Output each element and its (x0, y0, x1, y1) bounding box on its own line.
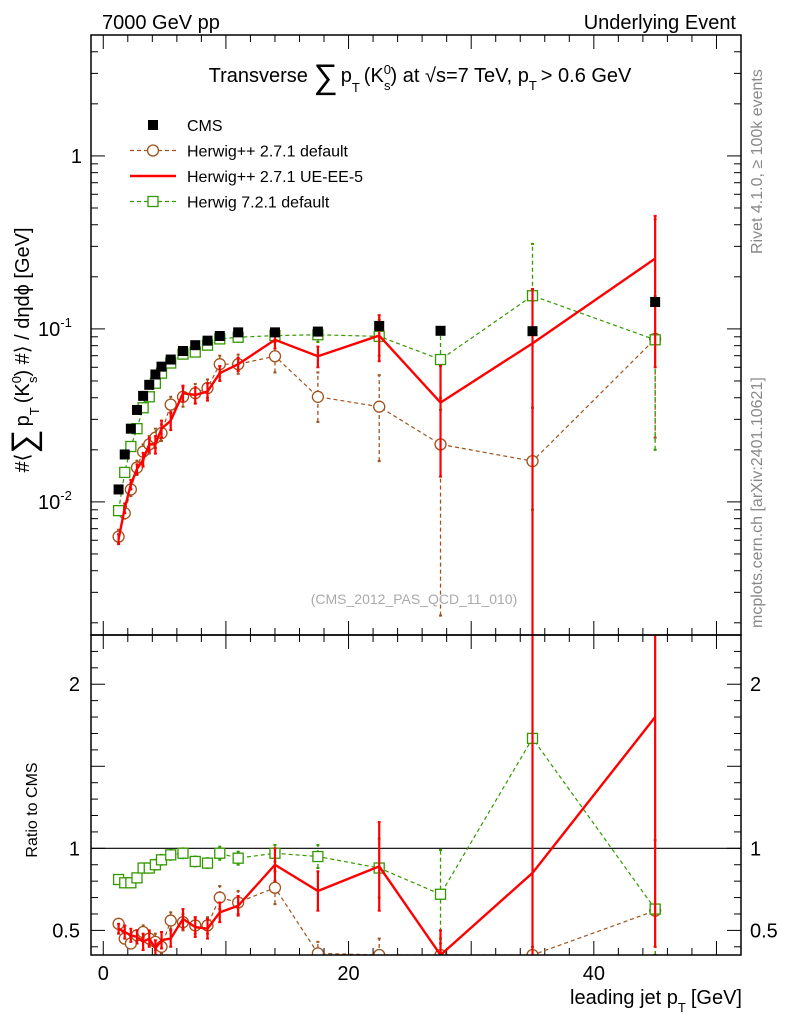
data-point (311, 947, 325, 955)
data-point (190, 340, 201, 351)
data-point (131, 872, 143, 884)
legend-item-herwig_default: Herwig++ 2.7.1 default (130, 144, 349, 161)
data-point (650, 297, 661, 308)
legend-marker (147, 195, 159, 208)
data-point (373, 400, 386, 413)
ratio-y-tick-label: 0.5 (52, 920, 80, 942)
data-point (119, 449, 130, 460)
data-point (155, 854, 168, 866)
data-point (138, 390, 149, 401)
ratio-y-tick-label-right: 2 (750, 674, 761, 696)
legend-item-cms: CMS (148, 118, 223, 135)
chart-title: Transverse ∑ pT(K0 s) at √s=7 TeV, pT > 0.6… (209, 58, 632, 96)
series-herwig_ueee5 (117, 214, 657, 635)
legend: CMS Herwig++ 2.7.1 default Herwig++ 2.7.1 … (130, 118, 363, 212)
series-line (117, 257, 656, 540)
data-point (312, 326, 323, 337)
header-left: 7000 GeV pp (102, 12, 220, 34)
data-point (144, 379, 155, 390)
ratio-y-label: Ratio to CMS (24, 762, 41, 857)
x-axis-label: leading jet pT [GeV] (570, 987, 742, 1015)
ratio-y-tick-label-right: 0.5 (750, 920, 778, 942)
data-point (213, 891, 226, 904)
series-line (118, 737, 656, 910)
main-ticks: 10-2 10-1 1 (38, 34, 741, 635)
series-herwig7 (112, 635, 661, 955)
analysis-watermark: (CMS_2012_PAS_QCD_11_010) (311, 591, 518, 607)
series-line (118, 295, 656, 511)
data-point (150, 369, 161, 380)
legend-marker (148, 120, 158, 130)
x-tick-label: 20 (337, 963, 359, 985)
y-axis-label: #⟨∑pT(K0s) #⟩ / dηdϕ [GeV] (5, 227, 43, 472)
legend-label: Herwig++ 2.7.1 default (187, 144, 349, 161)
data-point (434, 888, 447, 900)
ratio-y-tick-label: 2 (69, 674, 80, 696)
data-point (434, 353, 447, 366)
data-point (201, 857, 214, 869)
ratio-y-tick-label-right: 1 (750, 838, 761, 860)
legend-item-herwig7: Herwig 7.2.1 default (130, 195, 330, 212)
ratio-series (112, 635, 662, 955)
data-point (164, 914, 177, 927)
data-point (177, 346, 188, 357)
data-point (435, 325, 446, 336)
data-point (268, 350, 282, 363)
data-point (112, 504, 125, 517)
data-point (156, 361, 167, 372)
data-point (131, 404, 142, 415)
data-point (113, 484, 124, 495)
data-point (177, 847, 189, 859)
legend-item-herwig_ueee5: Herwig++ 2.7.1 UE-EE-5 (130, 169, 363, 186)
data-point (312, 850, 324, 863)
ratio-frame (90, 634, 742, 956)
series-cms (113, 297, 661, 495)
data-point (164, 398, 177, 411)
main-panel: 10-2 10-1 1 (CMS_2012_PAS_QCD_11_010) CMS H… (38, 34, 742, 636)
data-point (125, 423, 136, 434)
legend-label: Herwig 7.2.1 default (187, 195, 330, 212)
y-tick-label: 1 (71, 146, 82, 168)
series-herwig_ueee5 (117, 635, 657, 955)
legend-label: CMS (187, 118, 223, 135)
series-herwig_default (112, 218, 662, 635)
ratio-y-tick-label: 1 (69, 838, 80, 860)
x-tick-label: 0 (98, 963, 109, 985)
data-point (119, 466, 131, 479)
series-line (118, 716, 657, 955)
data-point (125, 440, 137, 453)
data-point (232, 852, 244, 864)
series-herwig7 (112, 242, 661, 517)
data-point (214, 330, 225, 341)
data-point (374, 320, 385, 331)
rivet-label: Rivet 4.1.0, ≥ 100k events (749, 69, 766, 254)
mcplots-label: mcplots.cern.ch [arXiv:2401.10621] (749, 377, 766, 628)
legend-marker (146, 144, 160, 157)
main-series (112, 214, 662, 635)
data-point (214, 847, 226, 859)
data-point (373, 948, 386, 955)
data-point (189, 855, 201, 868)
data-point (165, 354, 176, 365)
data-point (527, 326, 538, 337)
header-right: Underlying Event (584, 12, 737, 34)
data-point (311, 390, 325, 403)
data-point (165, 849, 177, 861)
data-point (202, 335, 213, 346)
y-tick-label: 10-2 (38, 488, 72, 514)
ratio-ticks: 0.5 0.51 12 20 20 40 (52, 634, 778, 985)
series-line (118, 338, 656, 537)
data-point (268, 881, 282, 894)
x-tick-label: 40 (583, 963, 605, 985)
legend-label: Herwig++ 2.7.1 UE-EE-5 (187, 169, 363, 186)
ratio-panel: 0.5 0.51 12 20 20 40 (52, 634, 778, 985)
data-point (233, 327, 244, 338)
data-point (269, 327, 280, 338)
y-tick-label: 10-1 (38, 315, 72, 341)
